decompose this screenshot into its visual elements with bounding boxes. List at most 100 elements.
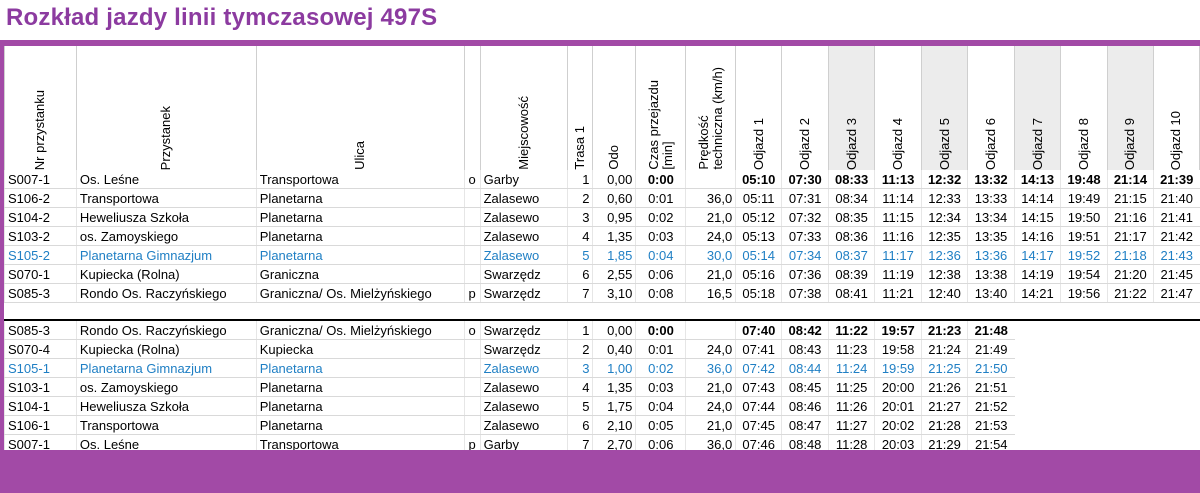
departure-time: 05:18: [735, 283, 782, 303]
table-row: S007-1 Os. Leśne Transportowa p Garby 7 2,70 0:…: [4, 434, 1200, 450]
departure-time: 07:42: [735, 358, 782, 378]
stop-number: S085-3: [4, 283, 77, 303]
empty-cell: [1153, 378, 1199, 397]
departure-time: 14:16: [1014, 226, 1061, 246]
empty-cell: [1015, 416, 1061, 435]
header-street: Ulica: [255, 46, 465, 170]
travel-time: 0:01: [635, 339, 686, 359]
travel-time: 0:06: [635, 264, 686, 284]
departure-time: 08:47: [781, 415, 829, 435]
departure-time: 11:14: [874, 188, 922, 208]
street-name: Planetarna: [255, 207, 465, 227]
street-name: Transportowa: [255, 170, 465, 189]
header-stop: Przystanek: [75, 46, 257, 170]
header-departure-1: Odjazd 1: [735, 46, 783, 170]
stop-name: Heweliusza Szkoła: [75, 396, 257, 416]
stop-flag: [463, 264, 481, 284]
stop-flag: [463, 415, 481, 435]
departure-time: 08:41: [828, 283, 875, 303]
street-name: Graniczna/ Os. Mielżyńskiego: [255, 320, 465, 340]
direction-separator: [4, 302, 1200, 321]
departure-time: 07:44: [735, 396, 782, 416]
departure-time: 08:35: [828, 207, 875, 227]
departure-time: 12:32: [921, 170, 968, 189]
departure-time: 07:38: [781, 283, 829, 303]
stop-number: S070-1: [4, 264, 77, 284]
departure-time: 08:46: [781, 396, 829, 416]
departure-time: 21:42: [1152, 226, 1200, 246]
travel-time: 0:01: [635, 188, 686, 208]
empty-cell: [1015, 359, 1061, 378]
departure-time: 08:45: [781, 377, 829, 397]
table-row: S007-1 Os. Leśne Transportowa o Garby 1 0,00 0:…: [4, 170, 1200, 189]
odometer: 3,10: [592, 283, 636, 303]
stop-number: S103-1: [4, 377, 77, 397]
empty-cell: [1060, 416, 1107, 435]
departure-time: 11:26: [828, 396, 875, 416]
stop-name: Os. Leśne: [75, 434, 257, 450]
table-header: Nr przystanku Przystanek Ulica Miejscowo…: [4, 46, 1200, 170]
travel-time: 0:04: [635, 396, 686, 416]
city-name: Zalasewo: [479, 245, 567, 265]
stop-flag: o: [463, 320, 481, 340]
departure-time: 21:14: [1106, 170, 1154, 189]
separator-cell: [76, 302, 257, 321]
street-name: Planetarna: [255, 396, 465, 416]
stop-number: S070-4: [4, 339, 77, 359]
route-seq: 2: [566, 188, 593, 208]
tech-speed: 24,0: [685, 226, 736, 246]
stop-name: os. Zamoyskiego: [75, 226, 257, 246]
tech-speed: [685, 320, 736, 340]
empty-cell: [1060, 320, 1107, 340]
departure-time: 07:45: [735, 415, 782, 435]
empty-cell: [1015, 340, 1061, 359]
header-city: Miejscowość: [479, 46, 568, 170]
table-row: S103-2 os. Zamoyskiego Planetarna Zalasewo 4…: [4, 226, 1200, 246]
departure-time: 21:26: [921, 377, 968, 397]
stop-name: os. Zamoyskiego: [75, 377, 257, 397]
departure-time: 19:58: [874, 339, 922, 359]
city-name: Garby: [479, 434, 567, 450]
departure-time: 11:22: [828, 320, 875, 340]
stop-name: Planetarna Gimnazjum: [75, 245, 257, 265]
empty-cell: [1153, 397, 1199, 416]
table-row: S085-3 Rondo Os. Raczyńskiego Graniczna/ O…: [4, 283, 1200, 303]
stop-name: Heweliusza Szkoła: [75, 207, 257, 227]
tech-speed: 30,0: [685, 245, 736, 265]
street-name: Transportowa: [255, 434, 465, 450]
stop-flag: [463, 245, 481, 265]
empty-cell: [1153, 359, 1199, 378]
separator-cell: [874, 302, 922, 321]
travel-time: 0:04: [635, 245, 686, 265]
timetable: Nr przystanku Przystanek Ulica Miejscowo…: [4, 46, 1200, 450]
stop-number: S104-1: [4, 396, 77, 416]
travel-time: 0:02: [635, 358, 686, 378]
departure-time: 14:13: [1014, 170, 1061, 189]
tech-speed: 21,0: [685, 377, 736, 397]
separator-cell: [967, 302, 1015, 321]
separator-cell: [635, 302, 686, 321]
departure-time: 14:14: [1014, 188, 1061, 208]
departure-time: 07:33: [781, 226, 829, 246]
table-row: S070-4 Kupiecka (Rolna) Kupiecka Swarzędz 2 0…: [4, 339, 1200, 359]
odometer: 1,35: [592, 226, 636, 246]
departure-time: 05:13: [735, 226, 782, 246]
city-name: Swarzędz: [479, 320, 567, 340]
tech-speed: 36,0: [685, 188, 736, 208]
departure-time: 20:01: [874, 396, 922, 416]
separator-cell: [828, 302, 875, 321]
empty-cell: [1015, 397, 1061, 416]
route-seq: 5: [566, 396, 593, 416]
departure-time: 13:36: [967, 245, 1015, 265]
departure-time: 11:27: [828, 415, 875, 435]
table-row: S070-1 Kupiecka (Rolna) Graniczna Swarzędz 6…: [4, 264, 1200, 284]
tech-speed: 16,5: [685, 283, 736, 303]
departure-time: 14:19: [1014, 264, 1061, 284]
tech-speed: 21,0: [685, 207, 736, 227]
departure-time: 11:21: [874, 283, 922, 303]
city-name: Garby: [479, 170, 567, 189]
stop-flag: o: [463, 170, 481, 189]
city-name: Zalasewo: [479, 415, 567, 435]
departure-time: 13:33: [967, 188, 1015, 208]
departure-time: 21:25: [921, 358, 968, 378]
